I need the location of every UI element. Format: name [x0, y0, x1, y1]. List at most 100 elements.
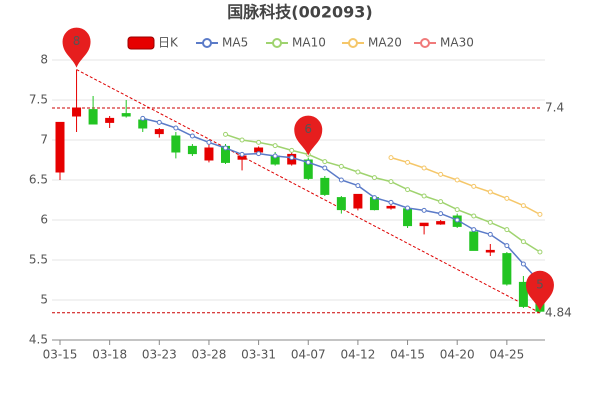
ma-point: [223, 131, 228, 137]
candle-body: [121, 113, 131, 117]
pin: [62, 27, 91, 68]
ma-point: [189, 133, 195, 139]
legend-marker: [420, 38, 430, 48]
candle-body: [469, 231, 479, 251]
ma-point: [355, 183, 361, 189]
reference-label: 7.4: [545, 101, 564, 115]
ma-point: [322, 159, 328, 165]
ma-point: [355, 169, 361, 175]
legend-candle: [127, 36, 155, 50]
ma-point: [371, 175, 377, 181]
ma-point: [156, 119, 162, 125]
ma-point: [421, 165, 427, 171]
y-tick-label: 6: [40, 213, 48, 227]
candle-body: [72, 107, 82, 117]
ma-point: [504, 195, 510, 201]
candle-body: [485, 249, 495, 253]
ma-point: [405, 205, 411, 211]
ma-point: [537, 211, 543, 217]
pin: [294, 115, 323, 156]
pin-label: 5: [536, 277, 544, 291]
x-tick-label: 03-18: [92, 348, 127, 362]
y-tick-label: 4.5: [29, 333, 48, 347]
ma-point: [289, 147, 295, 153]
legend-label: MA10: [292, 36, 326, 50]
ma-point: [454, 217, 460, 223]
x-tick-label: 04-20: [440, 348, 475, 362]
y-tick-label: 8: [40, 53, 48, 67]
ma-point: [405, 159, 411, 165]
candle-body: [55, 121, 65, 173]
ma-point: [454, 177, 460, 183]
ma-point: [239, 151, 245, 157]
x-tick-label: 04-15: [390, 348, 425, 362]
pin-label: 8: [73, 34, 81, 48]
ma-point: [256, 139, 262, 145]
ma-point: [173, 125, 179, 131]
ma-point: [405, 187, 411, 193]
y-tick-label: 7: [40, 133, 48, 147]
x-tick-label: 04-25: [489, 348, 524, 362]
ma-point: [520, 261, 526, 267]
candle-body: [171, 135, 181, 153]
ma-point: [487, 189, 493, 195]
y-tick-label: 7.5: [29, 93, 48, 107]
trend-line: [76, 69, 541, 314]
legend-marker: [272, 38, 282, 48]
ma-point: [305, 159, 311, 165]
candle-body: [518, 281, 528, 307]
pin-label: 6: [304, 122, 312, 136]
ma-point: [140, 115, 146, 121]
y-tick-label: 5.5: [29, 253, 48, 267]
ma-point: [272, 153, 278, 159]
ma-point: [520, 203, 526, 209]
ma-point: [388, 179, 394, 185]
legend-label: MA30: [440, 36, 474, 50]
ma-point: [421, 207, 427, 213]
candle-body: [187, 145, 197, 155]
ma-point: [504, 243, 510, 249]
candle-body: [502, 253, 512, 285]
ma-point: [223, 145, 228, 151]
ma-point: [520, 239, 526, 245]
ma-point: [471, 213, 477, 219]
chart-title: 国脉科技(002093): [227, 3, 372, 22]
pin: [525, 270, 554, 311]
candle-body: [204, 147, 214, 161]
ma-point: [471, 183, 477, 189]
ma-point: [371, 195, 377, 201]
x-tick-label: 03-28: [192, 348, 227, 362]
ma-point: [504, 227, 510, 233]
candle-body: [336, 197, 346, 211]
ma-point: [471, 227, 477, 233]
ma-point: [487, 219, 493, 225]
ma-point: [289, 155, 295, 161]
ma-point: [322, 165, 328, 171]
candle-body: [105, 117, 115, 123]
legend-label: 日K: [158, 36, 179, 50]
ma-point: [421, 193, 427, 199]
y-tick-label: 5: [40, 293, 48, 307]
ma-point: [388, 155, 394, 161]
candle-body: [138, 119, 148, 129]
ma-point: [338, 177, 344, 183]
ma-line: [390, 156, 541, 216]
ma-point: [256, 151, 262, 157]
candle-body: [88, 109, 98, 125]
y-tick-label: 6.5: [29, 173, 48, 187]
ma-point: [487, 231, 493, 237]
ma-point: [239, 137, 245, 143]
x-tick-label: 03-23: [142, 348, 177, 362]
candle-body: [419, 222, 429, 227]
candle-body: [386, 205, 396, 209]
candle-body: [436, 221, 446, 225]
legend-label: MA20: [368, 36, 402, 50]
ma-point: [454, 207, 460, 213]
ma-point: [272, 143, 278, 149]
ma-point: [206, 139, 212, 145]
ma-line: [225, 133, 541, 253]
candle-body: [154, 129, 164, 135]
x-tick-label: 04-12: [340, 348, 375, 362]
legend-label: MA5: [222, 36, 248, 50]
